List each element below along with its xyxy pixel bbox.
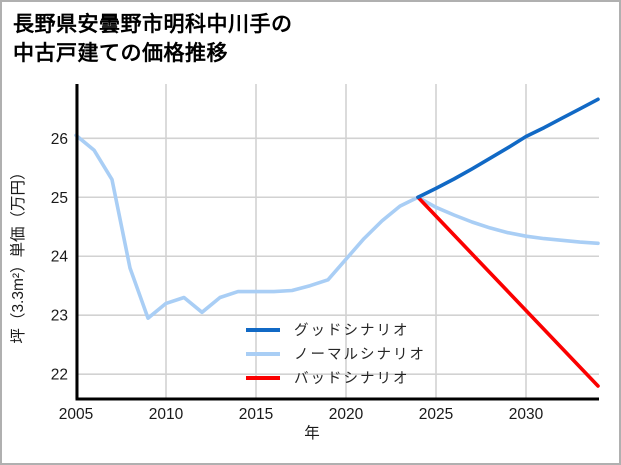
legend-label-ノーマルシナリオ: ノーマルシナリオ [294,347,426,363]
chart-title: 長野県安曇野市明科中川手の 中古戸建ての価格推移 [13,10,293,68]
series-line-バッドシナリオ [416,195,600,388]
x-tick-label: 2005 [59,406,93,423]
y-tick-label: 23 [51,308,68,325]
y-tick-label: 26 [51,131,68,148]
x-tick-label: 2020 [329,406,364,423]
series-line-グッドシナリオ [416,97,600,200]
y-tick-label: 25 [51,190,68,207]
series-line-ノーマルシナリオ [74,133,600,321]
legend-label-バッドシナリオ: バッドシナリオ [294,371,410,387]
x-tick-label: 2015 [239,406,273,423]
y-axis-label: 坪（3.3m²）単価（万円） [9,164,27,343]
chart-title-line2: 中古戸建ての価格推移 [13,42,228,65]
y-tick-label: 22 [51,367,68,384]
y-tick-label: 24 [51,249,69,266]
x-tick-label: 2030 [509,406,544,423]
legend-label-グッドシナリオ: グッドシナリオ [294,322,410,339]
x-tick-label: 2010 [149,406,184,423]
chart-title-line1: 長野県安曇野市明科中川手の [13,13,293,36]
x-axis-label: 年 [304,424,320,442]
x-tick-label: 2025 [419,406,453,423]
